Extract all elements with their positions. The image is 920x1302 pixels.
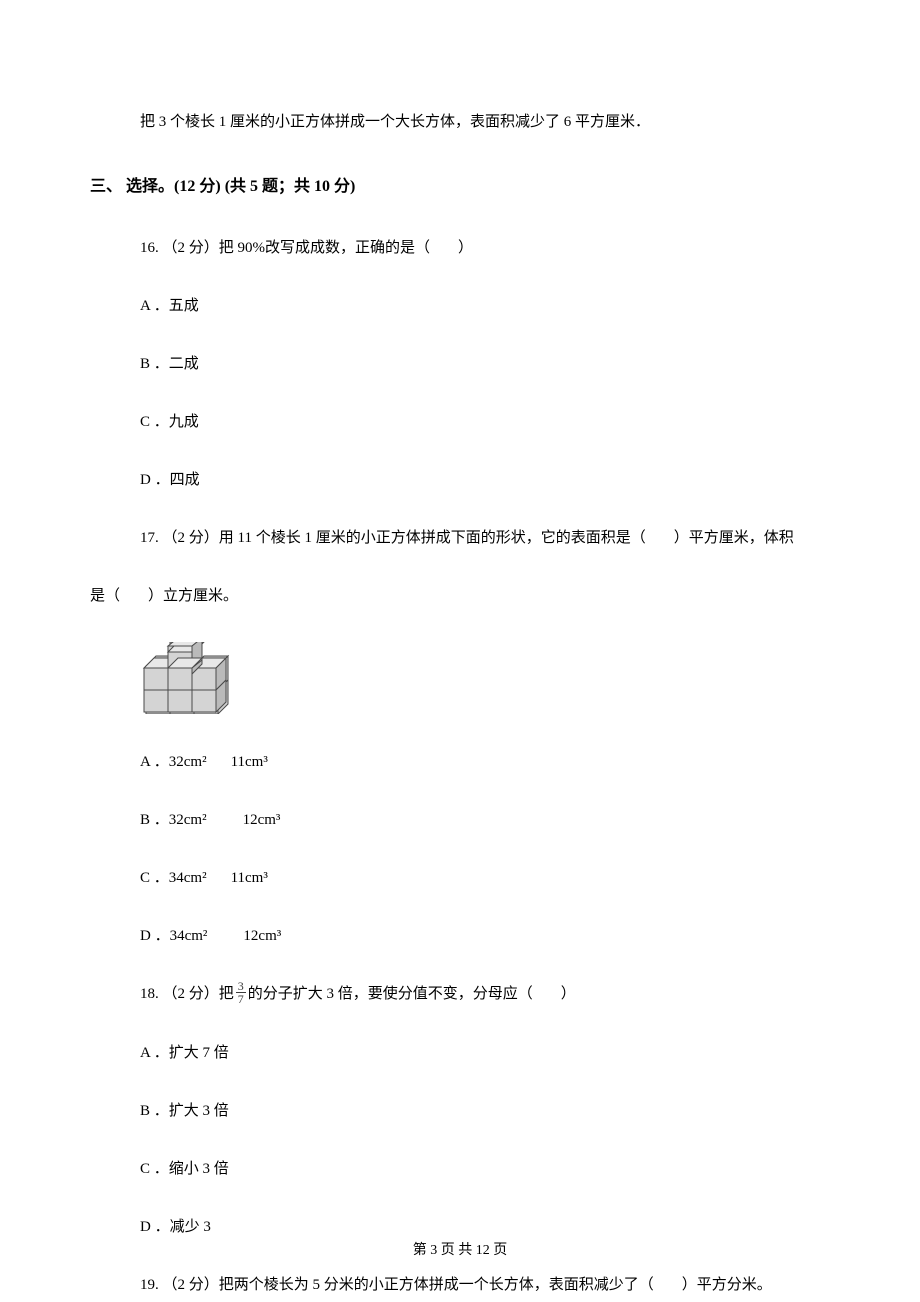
q18-option-a: A ．扩大 7 倍 xyxy=(140,1041,830,1065)
q17-b2: 12cm³ xyxy=(243,812,281,828)
q16-stem: 16. （2 分）把 90%改写成成数，正确的是（ ） xyxy=(140,236,830,260)
q17-cube-diagram xyxy=(140,642,830,722)
q19-stem: 19. （2 分）把两个棱长为 5 分米的小正方体拼成一个长方体，表面积减少了（… xyxy=(140,1273,830,1297)
section-title: 选择。(12 分) xyxy=(126,178,221,195)
intro-text: 把 3 个棱长 1 厘米的小正方体拼成一个大长方体，表面积减少了 6 平方厘米． xyxy=(140,114,650,130)
q16-suffix: ） xyxy=(458,240,473,256)
q18-option-b: B ．扩大 3 倍 xyxy=(140,1099,830,1123)
section-sub: (共 5 题；共 10 分) xyxy=(225,178,356,195)
q16-prefix: 16. （2 分）把 90%改写成成数，正确的是（ xyxy=(140,240,430,256)
q17-b1: B ．32cm² xyxy=(140,812,207,828)
q18-fraction: 3 7 xyxy=(236,980,246,1005)
q16-option-d: D ．四成 xyxy=(140,468,830,492)
q17-option-c: C ．34cm² 11cm³ xyxy=(140,866,830,890)
q17-cont-prefix: 是（ xyxy=(90,588,120,604)
intro-paragraph: 把 3 个棱长 1 厘米的小正方体拼成一个大长方体，表面积减少了 6 平方厘米． xyxy=(140,110,830,134)
q19-prefix: 19. （2 分）把两个棱长为 5 分米的小正方体拼成一个长方体，表面积减少了（ xyxy=(140,1277,654,1293)
q16-option-a: A ．五成 xyxy=(140,294,830,318)
q17-stem-line1: 17. （2 分）用 11 个棱长 1 厘米的小正方体拼成下面的形状，它的表面积… xyxy=(140,526,830,550)
q18-option-c: C ．缩小 3 倍 xyxy=(140,1157,830,1181)
q16-option-b: B ．二成 xyxy=(140,352,830,376)
q17-prefix: 17. （2 分）用 11 个棱长 1 厘米的小正方体拼成下面的形状，它的表面积… xyxy=(140,530,646,546)
q17-d2: 12cm³ xyxy=(243,928,281,944)
q18-suffix-pre: 的分子扩大 3 倍，要使分值不变，分母应（ xyxy=(248,982,533,1006)
q17-option-a: A ．32cm² 11cm³ xyxy=(140,750,830,774)
section-header: 三、 选择。(12 分) (共 5 题；共 10 分) xyxy=(90,174,830,200)
q17-option-d: D ．34cm² 12cm³ xyxy=(140,924,830,948)
q17-stem-line2: 是（ ）立方厘米。 xyxy=(90,584,830,608)
q18-frac-num: 3 xyxy=(236,980,246,993)
q18-stem: 18. （2 分）把 3 7 的分子扩大 3 倍，要使分值不变，分母应（ ） xyxy=(140,982,830,1007)
section-number: 三、 xyxy=(90,178,122,195)
q17-c2: 11cm³ xyxy=(231,870,268,886)
q17-a2: 11cm³ xyxy=(231,754,268,770)
q18-option-d: D ．减少 3 xyxy=(140,1215,830,1239)
q17-a1: A ．32cm² xyxy=(140,754,207,770)
q17-c1: C ．34cm² xyxy=(140,870,207,886)
page-footer: 第 3 页 共 12 页 xyxy=(0,1240,920,1262)
footer-text: 第 3 页 共 12 页 xyxy=(413,1243,508,1258)
q18-prefix: 18. （2 分）把 xyxy=(140,982,234,1006)
q18-suffix-post: ） xyxy=(561,982,576,1006)
q18-frac-den: 7 xyxy=(236,993,246,1005)
q17-mid: ）平方厘米，体积 xyxy=(674,530,794,546)
q16-option-c: C ．九成 xyxy=(140,410,830,434)
q19-suffix: ）平方分米。 xyxy=(682,1277,772,1293)
q17-d1: D ．34cm² xyxy=(140,928,207,944)
q17-option-b: B ．32cm² 12cm³ xyxy=(140,808,830,832)
q17-cont-suffix: ）立方厘米。 xyxy=(148,588,238,604)
